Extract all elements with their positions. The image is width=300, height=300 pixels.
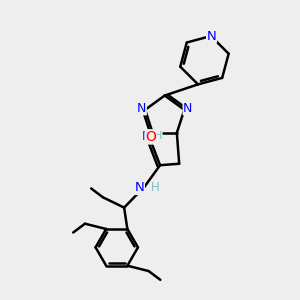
Text: N: N — [207, 29, 216, 43]
Text: O: O — [145, 130, 156, 144]
Text: N: N — [137, 102, 146, 115]
Text: H: H — [151, 182, 159, 194]
Text: N: N — [135, 182, 144, 194]
Text: N: N — [141, 130, 151, 143]
Text: N: N — [183, 102, 193, 115]
Text: H: H — [154, 131, 162, 141]
